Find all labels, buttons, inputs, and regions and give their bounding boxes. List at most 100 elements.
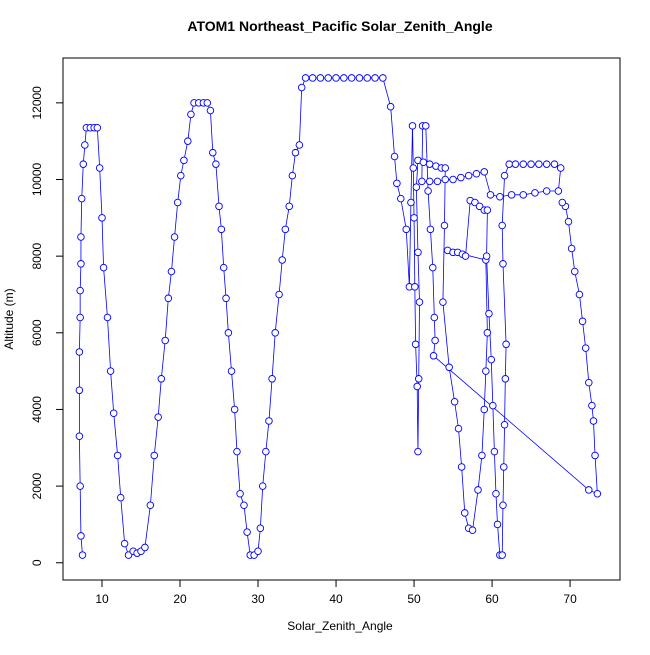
point: [222, 294, 230, 303]
point: [478, 451, 486, 460]
point: [224, 329, 233, 337]
x-tick-label: 20: [173, 592, 187, 606]
point: [236, 490, 244, 498]
point: [106, 367, 115, 375]
point: [109, 409, 118, 418]
point: [461, 509, 469, 517]
point: [482, 252, 491, 260]
point: [340, 74, 348, 82]
point: [77, 532, 85, 540]
point: [418, 177, 426, 186]
point: [324, 74, 332, 82]
point: [498, 221, 506, 230]
point: [472, 169, 481, 178]
point: [431, 336, 439, 345]
point: [355, 74, 364, 82]
point: [363, 74, 371, 82]
point: [426, 225, 435, 234]
point: [439, 298, 447, 306]
point: [268, 375, 276, 383]
point: [578, 317, 587, 326]
point: [482, 367, 490, 375]
point: [571, 267, 579, 276]
point: [502, 340, 510, 349]
point: [99, 263, 108, 272]
series-line: [78, 77, 598, 556]
point: [76, 286, 84, 295]
point: [393, 179, 401, 188]
point: [464, 171, 473, 180]
point: [414, 447, 422, 456]
point: [98, 214, 106, 222]
point: [500, 463, 508, 471]
point: [120, 539, 129, 548]
point: [150, 451, 159, 460]
point: [93, 124, 102, 132]
point: [429, 263, 437, 272]
point: [430, 313, 439, 322]
point: [449, 175, 457, 184]
point: [410, 214, 418, 222]
point: [161, 336, 169, 345]
point: [206, 106, 215, 115]
point: [425, 177, 434, 186]
point: [230, 405, 239, 414]
point: [454, 424, 463, 433]
point: [295, 141, 304, 149]
point: [433, 177, 442, 186]
point: [408, 122, 417, 130]
point: [440, 221, 449, 230]
point: [173, 198, 182, 207]
point: [424, 187, 432, 195]
point: [487, 355, 496, 364]
y-tick-label: 12000: [30, 86, 44, 120]
point: [415, 298, 424, 306]
point: [589, 417, 598, 425]
point: [409, 164, 418, 172]
point: [215, 202, 223, 211]
point: [308, 74, 317, 82]
point: [379, 74, 387, 82]
point: [271, 329, 279, 337]
point: [103, 313, 112, 322]
point: [167, 267, 176, 276]
point: [501, 375, 510, 383]
y-tick-label: 0: [30, 559, 44, 566]
point: [480, 405, 489, 414]
point: [542, 160, 551, 168]
point: [316, 74, 325, 82]
point: [419, 158, 428, 166]
point: [95, 164, 104, 172]
point: [500, 171, 509, 180]
point: [113, 451, 122, 460]
point: [445, 363, 453, 372]
y-tick-label: 4000: [30, 396, 44, 423]
point: [390, 152, 399, 161]
point: [585, 486, 593, 494]
point: [581, 344, 590, 352]
point: [386, 102, 395, 111]
point: [554, 187, 563, 195]
point: [480, 168, 489, 176]
point: [486, 191, 495, 199]
point: [558, 198, 567, 207]
point: [212, 160, 220, 168]
point: [441, 175, 450, 184]
point: [531, 189, 539, 197]
point: [141, 543, 149, 552]
point: [461, 252, 470, 260]
point: [474, 486, 482, 494]
point: [519, 160, 528, 168]
point: [500, 421, 509, 429]
point: [468, 526, 477, 534]
x-tick-label: 50: [407, 592, 421, 606]
point: [519, 191, 528, 199]
point: [243, 528, 251, 536]
point: [499, 260, 507, 268]
point: [535, 160, 543, 168]
point: [556, 164, 565, 172]
point: [511, 160, 520, 168]
y-tick-label: 8000: [30, 242, 44, 269]
